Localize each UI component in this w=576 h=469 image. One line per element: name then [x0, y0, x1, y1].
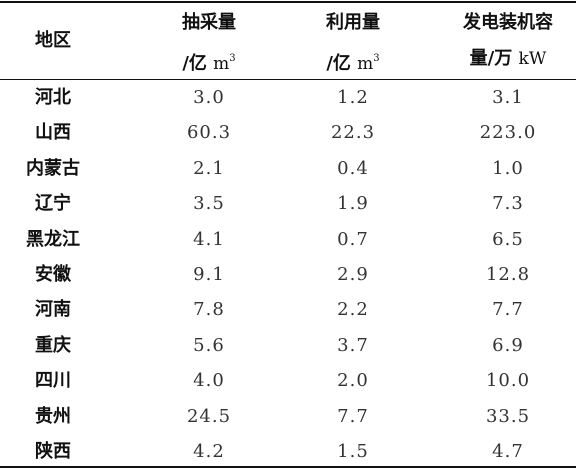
table-row: 河南 7.8 2.2 7.7: [0, 292, 576, 327]
header-region: 地区: [0, 0, 106, 80]
cell-extraction: 3.0: [193, 87, 225, 108]
cell-capacity: 7.7: [492, 299, 524, 321]
header-extraction-sup: 3: [229, 53, 236, 64]
header-extraction-unit: m: [213, 54, 230, 74]
header-region-label: 地区: [35, 30, 71, 51]
cell-utilization: 1.5: [337, 440, 369, 462]
header-extraction: 抽采量 /亿 m3: [146, 0, 272, 80]
cell-extraction: 5.6: [193, 334, 225, 356]
cell-extraction: 60.3: [186, 122, 232, 144]
table-row: 内蒙古 2.1 0.4 1.0: [0, 151, 576, 186]
header-rule: [0, 79, 576, 80]
cell-utilization: 2.0: [337, 370, 369, 392]
table-row: 贵州 24.5 7.7 33.5: [0, 399, 576, 434]
table-row: 陕西 4.2 1.5 4.7: [0, 434, 576, 469]
cell-extraction: 2.1: [193, 157, 225, 179]
cell-capacity: 4.7: [492, 440, 524, 462]
cell-utilization: 1.9: [337, 193, 369, 215]
cell-capacity: 10.0: [485, 370, 531, 392]
cell-extraction: 9.1: [193, 263, 225, 285]
table-body: 河北 3.0 1.2 3.1 山西 60.3 22.3 223.0 内蒙古 2.…: [0, 80, 576, 469]
cell-region: 贵州: [35, 405, 71, 427]
table-row: 重庆 5.6 3.7 6.9: [0, 328, 576, 363]
cell-region: 山西: [35, 122, 71, 144]
header-capacity-unit: kW: [518, 49, 547, 69]
table-row: 黑龙江 4.1 0.7 6.5: [0, 222, 576, 257]
table-row: 四川 4.0 2.0 10.0: [0, 363, 576, 398]
cell-capacity: 223.0: [479, 122, 537, 144]
cell-utilization: 2.9: [337, 263, 369, 285]
header-capacity: 发电装机容 量/万 kW: [440, 0, 576, 80]
cell-region: 重庆: [35, 334, 71, 356]
cell-capacity: 6.9: [492, 334, 524, 356]
header-extraction-label: 抽采量: [182, 12, 236, 33]
cell-region: 安徽: [35, 263, 71, 285]
cell-region: 黑龙江: [26, 228, 80, 250]
header-extraction-prefix: /亿: [182, 53, 207, 74]
header-capacity-label: 发电装机容: [463, 12, 553, 33]
header-utilization-sup: 3: [373, 53, 380, 64]
cell-utilization: 2.2: [337, 299, 369, 321]
header-utilization-prefix: /亿: [326, 53, 351, 74]
cell-capacity: 12.8: [485, 263, 531, 285]
header-utilization-unit-line: /亿 m3: [290, 49, 416, 74]
cell-utilization: 0.4: [337, 157, 369, 179]
cell-capacity: 3.1: [492, 87, 524, 108]
cell-region: 辽宁: [35, 193, 71, 215]
header-utilization: 利用量 /亿 m3: [290, 0, 416, 80]
cell-extraction: 4.1: [193, 228, 225, 250]
cell-capacity: 6.5: [492, 228, 524, 250]
header-utilization-label: 利用量: [326, 12, 380, 33]
table-row: 安徽 9.1 2.9 12.8: [0, 257, 576, 292]
cell-extraction: 7.8: [193, 299, 225, 321]
cell-region: 河南: [35, 299, 71, 321]
bottom-rule: [0, 466, 576, 468]
top-rule: [0, 1, 576, 3]
cell-region: 陕西: [35, 440, 71, 462]
cell-extraction: 4.0: [193, 370, 225, 392]
header-utilization-unit: m: [357, 54, 374, 74]
cell-region: 河北: [35, 87, 71, 108]
cell-utilization: 7.7: [337, 405, 369, 427]
table-row: 山西 60.3 22.3 223.0: [0, 115, 576, 150]
cell-region: 内蒙古: [26, 157, 80, 179]
cell-capacity: 33.5: [485, 405, 531, 427]
cell-extraction: 4.2: [193, 440, 225, 462]
cell-capacity: 1.0: [492, 157, 524, 179]
table-row: 辽宁 3.5 1.9 7.3: [0, 186, 576, 221]
cell-utilization: 3.7: [337, 334, 369, 356]
cell-utilization: 1.2: [337, 87, 369, 108]
header-capacity-prefix: 量/万: [469, 48, 513, 69]
cell-extraction: 3.5: [193, 193, 225, 215]
header-extraction-unit-line: /亿 m3: [146, 49, 272, 74]
cell-utilization: 22.3: [330, 122, 376, 144]
table-row: 河北 3.0 1.2 3.1: [0, 80, 576, 115]
cell-extraction: 24.5: [186, 405, 232, 427]
cell-utilization: 0.7: [337, 228, 369, 250]
header-capacity-unit-line: 量/万 kW: [440, 48, 576, 70]
cell-capacity: 7.3: [492, 193, 524, 215]
cell-region: 四川: [35, 370, 71, 392]
